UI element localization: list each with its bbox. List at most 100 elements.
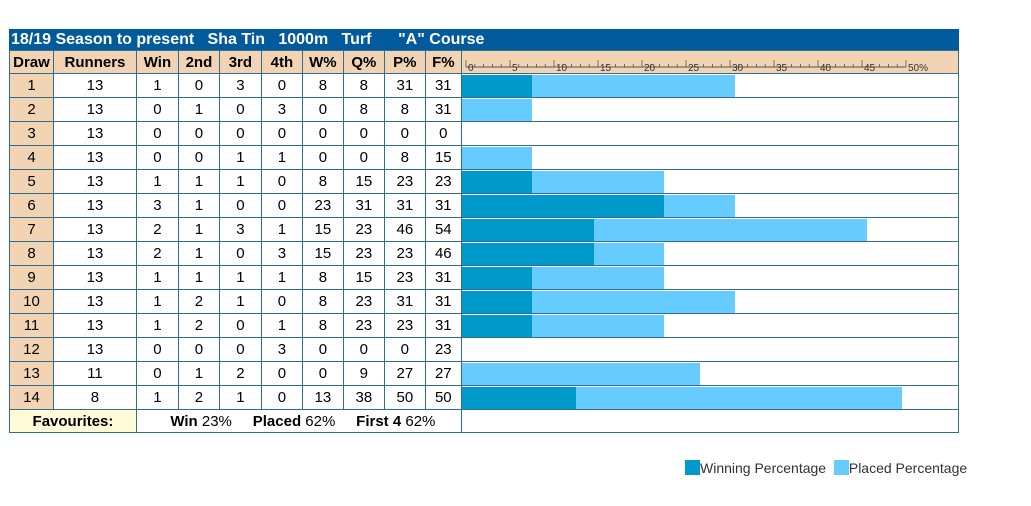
cell-p-pct: 23 (383, 313, 426, 338)
cell-q-pct: 23 (342, 289, 385, 314)
cell-q-pct: 0 (342, 145, 385, 170)
cell-f-pct: 31 (424, 313, 462, 338)
scale-tick-label: 20 (644, 63, 656, 73)
cell-q-pct: 15 (342, 169, 385, 194)
scale-tick-label: 10 (556, 63, 568, 73)
cell-p-pct: 31 (383, 193, 426, 218)
table-row: 10 13 1 2 1 0 8 23 31 31 (9, 289, 960, 314)
chart-legend: Winning Percentage Placed Percentage (685, 460, 967, 476)
cell-2nd: 1 (177, 97, 220, 122)
cell-runners: 13 (52, 337, 137, 362)
bar-cell (460, 361, 960, 386)
fav-placed-value: 62% (305, 412, 336, 430)
cell-draw: 10 (9, 289, 54, 314)
cell-3rd: 2 (218, 361, 262, 386)
cell-q-pct: 23 (342, 217, 385, 242)
cell-runners: 8 (52, 385, 137, 410)
col-header-w-pct: W% (301, 50, 344, 74)
table-row: 2 13 0 1 0 3 0 8 8 31 (9, 97, 960, 122)
cell-4th: 1 (260, 217, 303, 242)
cell-2nd: 0 (177, 121, 220, 146)
cell-runners: 13 (52, 217, 137, 242)
percentage-scale: 0 5 10 15 20 25 30 35 40 45 50% (465, 60, 928, 73)
cell-f-pct: 0 (424, 121, 462, 146)
table-row: 12 13 0 0 0 3 0 0 0 23 (9, 337, 960, 362)
scale-tick-label: 25 (688, 63, 700, 73)
table-row: 9 13 1 1 1 1 8 15 23 31 (9, 265, 960, 290)
cell-runners: 13 (52, 193, 137, 218)
cell-runners: 11 (52, 361, 137, 386)
favourites-label: Favourites: (9, 409, 137, 433)
table-row: 11 13 1 2 0 1 8 23 23 31 (9, 313, 960, 338)
bar-cell (460, 265, 960, 290)
cell-q-pct: 15 (342, 265, 385, 290)
cell-f-pct: 54 (424, 217, 462, 242)
winning-bar (461, 291, 532, 313)
cell-2nd: 0 (177, 73, 220, 98)
cell-3rd: 0 (218, 121, 262, 146)
cell-draw: 8 (9, 241, 54, 266)
cell-2nd: 1 (177, 169, 220, 194)
fav-first4-label: First 4 (356, 412, 402, 430)
cell-draw: 12 (9, 337, 54, 362)
cell-f-pct: 23 (424, 169, 462, 194)
table-row: 6 13 3 1 0 0 23 31 31 31 (9, 193, 960, 218)
cell-w-pct: 15 (301, 241, 344, 266)
cell-w-pct: 23 (301, 193, 344, 218)
winning-bar (461, 243, 594, 265)
cell-runners: 13 (52, 145, 137, 170)
cell-draw: 1 (9, 73, 54, 98)
cell-f-pct: 46 (424, 241, 462, 266)
cell-p-pct: 31 (383, 73, 426, 98)
cell-w-pct: 0 (301, 97, 344, 122)
cell-w-pct: 8 (301, 73, 344, 98)
cell-win: 3 (135, 193, 179, 218)
cell-2nd: 1 (177, 241, 220, 266)
cell-3rd: 3 (218, 217, 262, 242)
winning-bar (461, 195, 664, 217)
cell-3rd: 0 (218, 313, 262, 338)
cell-win: 0 (135, 337, 179, 362)
col-header-2nd: 2nd (177, 50, 220, 74)
bar-cell (460, 73, 960, 98)
col-header-4th: 4th (260, 50, 303, 74)
cell-f-pct: 31 (424, 265, 462, 290)
col-header-runners: Runners (52, 50, 137, 74)
winning-bar (461, 75, 532, 97)
cell-2nd: 2 (177, 385, 220, 410)
cell-2nd: 2 (177, 313, 220, 338)
cell-w-pct: 8 (301, 289, 344, 314)
cell-p-pct: 23 (383, 241, 426, 266)
cell-q-pct: 38 (342, 385, 385, 410)
cell-3rd: 1 (218, 169, 262, 194)
cell-4th: 1 (260, 313, 303, 338)
cell-p-pct: 50 (383, 385, 426, 410)
cell-w-pct: 8 (301, 265, 344, 290)
cell-w-pct: 0 (301, 337, 344, 362)
cell-win: 1 (135, 313, 179, 338)
scale-tick-label: 5 (512, 63, 518, 73)
cell-q-pct: 9 (342, 361, 385, 386)
table-row: 1 13 1 0 3 0 8 8 31 31 (9, 73, 960, 98)
favourites-chart-empty (460, 409, 960, 433)
bar-cell (460, 337, 960, 362)
cell-2nd: 1 (177, 361, 220, 386)
cell-f-pct: 50 (424, 385, 462, 410)
draw-stats-panel: 18/19 Season to present Sha Tin 1000m Tu… (9, 29, 960, 433)
cell-p-pct: 46 (383, 217, 426, 242)
cell-3rd: 0 (218, 241, 262, 266)
cell-runners: 13 (52, 241, 137, 266)
cell-w-pct: 13 (301, 385, 344, 410)
cell-draw: 13 (9, 361, 54, 386)
cell-win: 1 (135, 289, 179, 314)
title-bar: 18/19 Season to present Sha Tin 1000m Tu… (9, 29, 959, 50)
cell-4th: 3 (260, 241, 303, 266)
cell-q-pct: 0 (342, 121, 385, 146)
cell-p-pct: 8 (383, 97, 426, 122)
cell-p-pct: 0 (383, 337, 426, 362)
bar-cell (460, 313, 960, 338)
table-row: 13 11 0 1 2 0 0 9 27 27 (9, 361, 960, 386)
cell-4th: 1 (260, 145, 303, 170)
legend-placed-swatch (833, 460, 849, 475)
cell-f-pct: 31 (424, 73, 462, 98)
